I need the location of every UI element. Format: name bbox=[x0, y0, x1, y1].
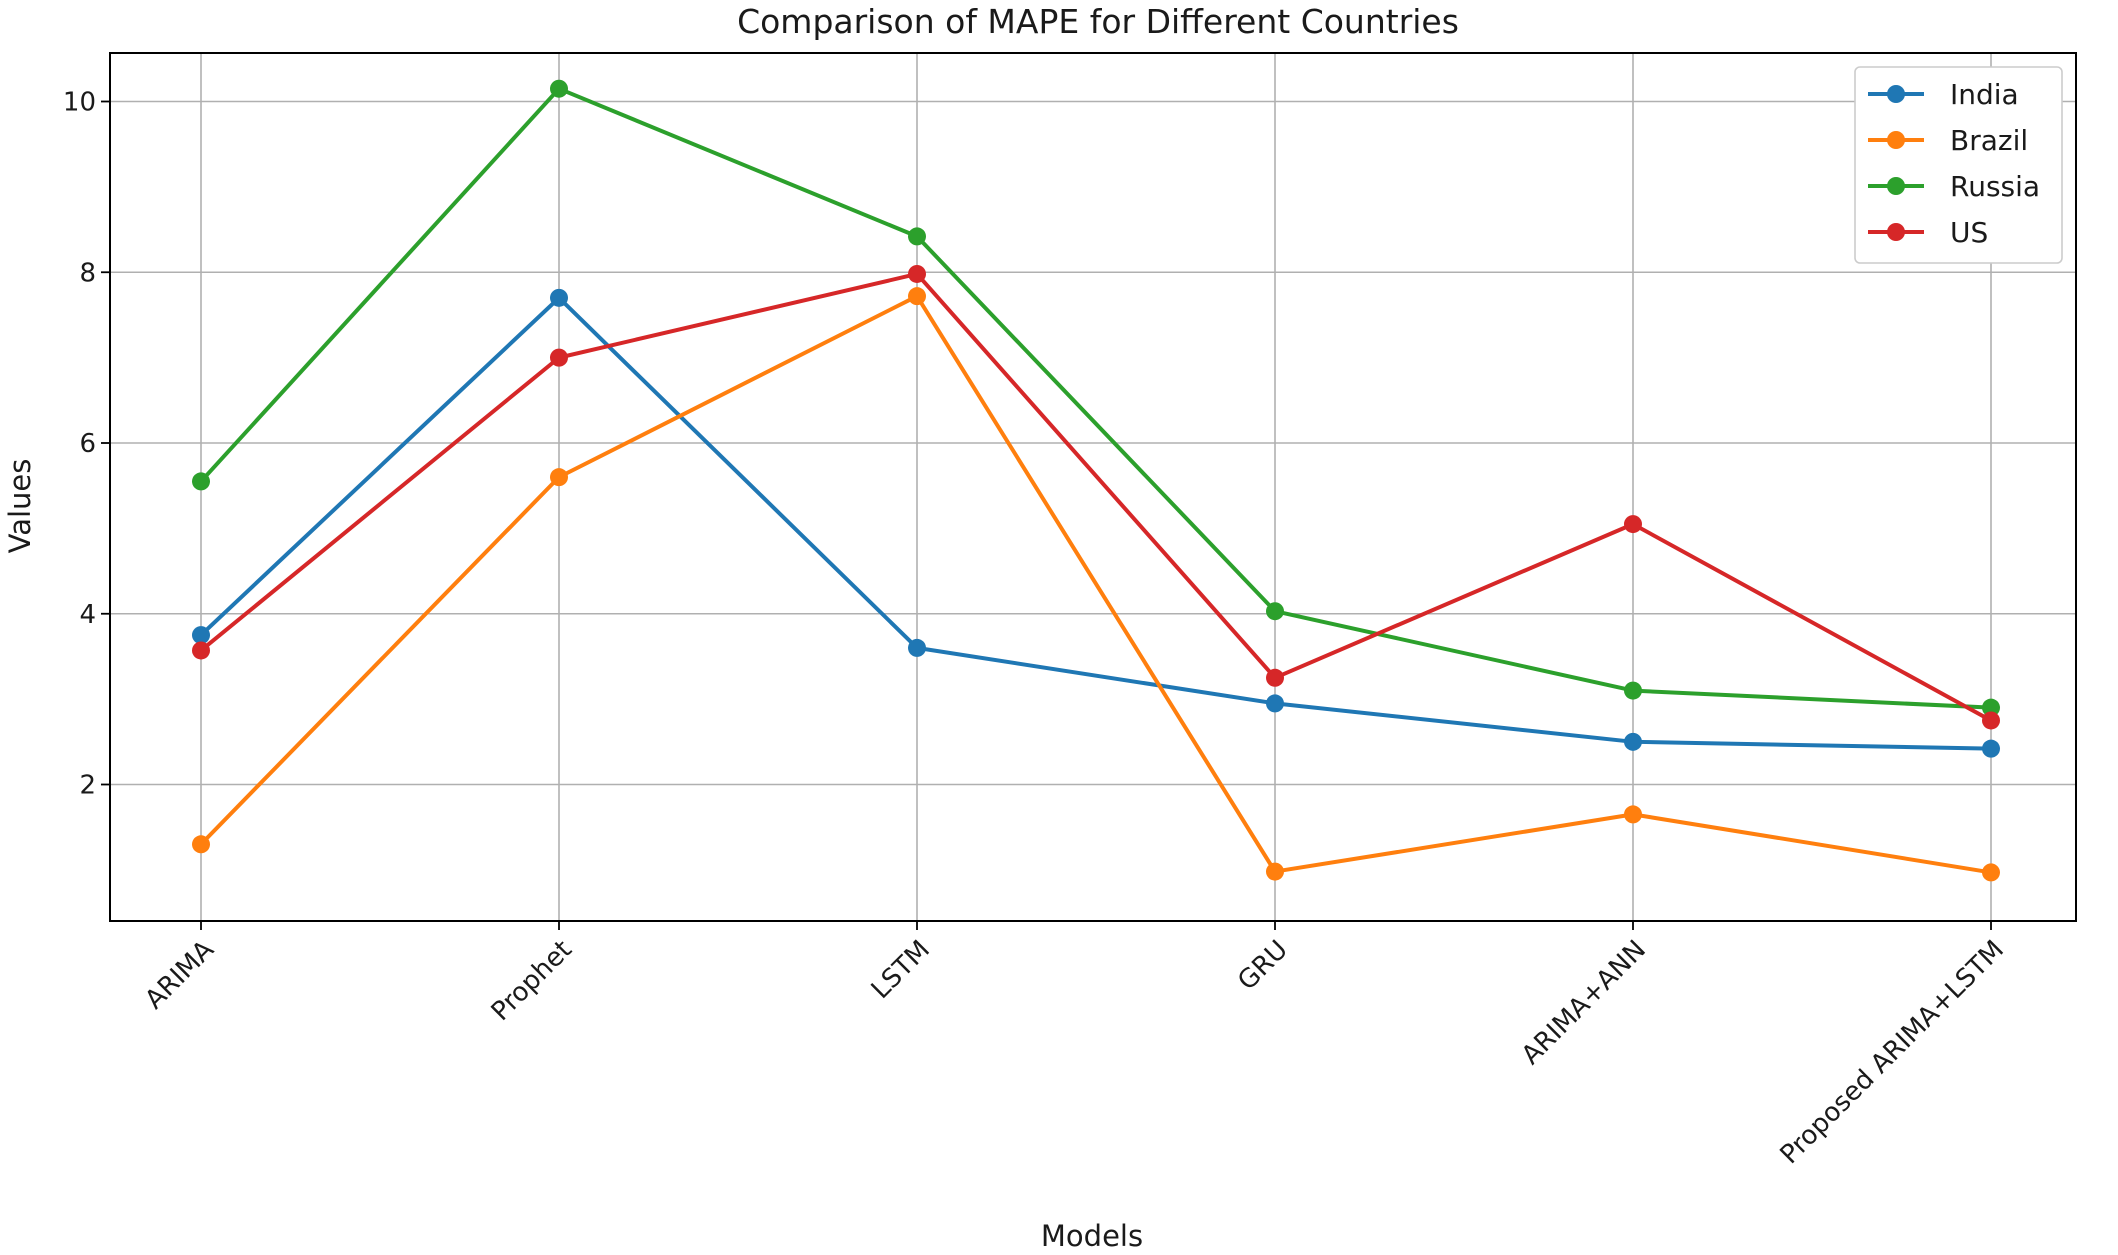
legend-label: US bbox=[1950, 216, 1988, 249]
data-point-us bbox=[1624, 515, 1642, 534]
data-point-us bbox=[192, 641, 210, 660]
series-line-us bbox=[199, 271, 1993, 723]
y-tick-label: 10 bbox=[63, 88, 96, 118]
legend-swatch-marker bbox=[1887, 177, 1905, 195]
data-point-india bbox=[908, 638, 926, 657]
legend-swatch-marker bbox=[1887, 223, 1905, 241]
series-line-russia bbox=[199, 86, 1993, 710]
axis-ticks: ARIMA Prophet LSTM GRU ARIMA+ANN Proposed ARI… bbox=[63, 88, 2010, 1171]
legend-label: Brazil bbox=[1950, 124, 2028, 157]
chart-title: Comparison of MAPE for Different Countri… bbox=[737, 2, 1459, 41]
legend-item-russia: Russia bbox=[1868, 170, 2040, 203]
data-point-india bbox=[1982, 739, 2000, 758]
y-tick-label: 2 bbox=[79, 771, 96, 801]
data-point-russia bbox=[1266, 602, 1284, 621]
legend: India Brazil Russia US bbox=[1854, 66, 2063, 264]
y-tick-label: 8 bbox=[79, 258, 96, 288]
legend-swatch-marker bbox=[1887, 131, 1905, 149]
data-point-us bbox=[1982, 711, 2000, 730]
data-point-us bbox=[908, 264, 926, 283]
data-point-russia bbox=[1982, 698, 2000, 717]
series-line-brazil bbox=[199, 294, 1993, 875]
data-point-russia bbox=[1624, 681, 1642, 700]
data-point-us bbox=[1266, 668, 1284, 687]
series-india bbox=[192, 288, 2000, 758]
x-tick-label: ARIMA+ANN bbox=[1516, 935, 1652, 1071]
grid bbox=[110, 53, 2076, 921]
legend-box bbox=[1854, 66, 2063, 264]
data-point-brazil bbox=[192, 835, 210, 854]
y-tick-label: 6 bbox=[79, 429, 96, 459]
data-point-india bbox=[1624, 732, 1642, 751]
y-axis-label: Values bbox=[3, 459, 37, 554]
data-point-brazil bbox=[550, 468, 568, 487]
y-tick-label: 4 bbox=[79, 600, 96, 630]
data-point-russia bbox=[192, 472, 210, 491]
data-point-brazil bbox=[1624, 805, 1642, 824]
series-lines bbox=[192, 79, 2000, 882]
data-point-india bbox=[1266, 694, 1284, 713]
series-brazil bbox=[192, 287, 2000, 882]
x-axis-label: Models bbox=[1041, 1219, 1143, 1253]
legend-label: Russia bbox=[1950, 170, 2040, 203]
legend-item-us: US bbox=[1868, 216, 1988, 249]
data-point-brazil bbox=[1266, 862, 1284, 881]
legend-item-india: India bbox=[1868, 78, 2019, 111]
x-tick-label: ARIMA bbox=[140, 935, 221, 1016]
legend-item-brazil: Brazil bbox=[1868, 124, 2028, 157]
plot-area-frame bbox=[109, 52, 2077, 922]
series-line-india bbox=[199, 295, 1993, 751]
data-point-brazil bbox=[1982, 863, 2000, 882]
data-point-us bbox=[550, 348, 568, 367]
legend-label: India bbox=[1950, 78, 2019, 111]
data-point-russia bbox=[908, 227, 926, 246]
data-point-russia bbox=[550, 79, 568, 98]
series-russia bbox=[192, 79, 2000, 717]
x-tick-label: Prophet bbox=[486, 935, 578, 1027]
legend-swatch-marker bbox=[1887, 85, 1905, 103]
data-point-brazil bbox=[908, 287, 926, 306]
series-us bbox=[192, 264, 2000, 730]
x-tick-label: LSTM bbox=[866, 935, 936, 1005]
x-tick-label: GRU bbox=[1232, 935, 1294, 997]
data-point-india bbox=[550, 288, 568, 307]
data-point-india bbox=[192, 626, 210, 645]
x-tick-label: Proposed ARIMA+LSTM bbox=[1775, 935, 2010, 1170]
